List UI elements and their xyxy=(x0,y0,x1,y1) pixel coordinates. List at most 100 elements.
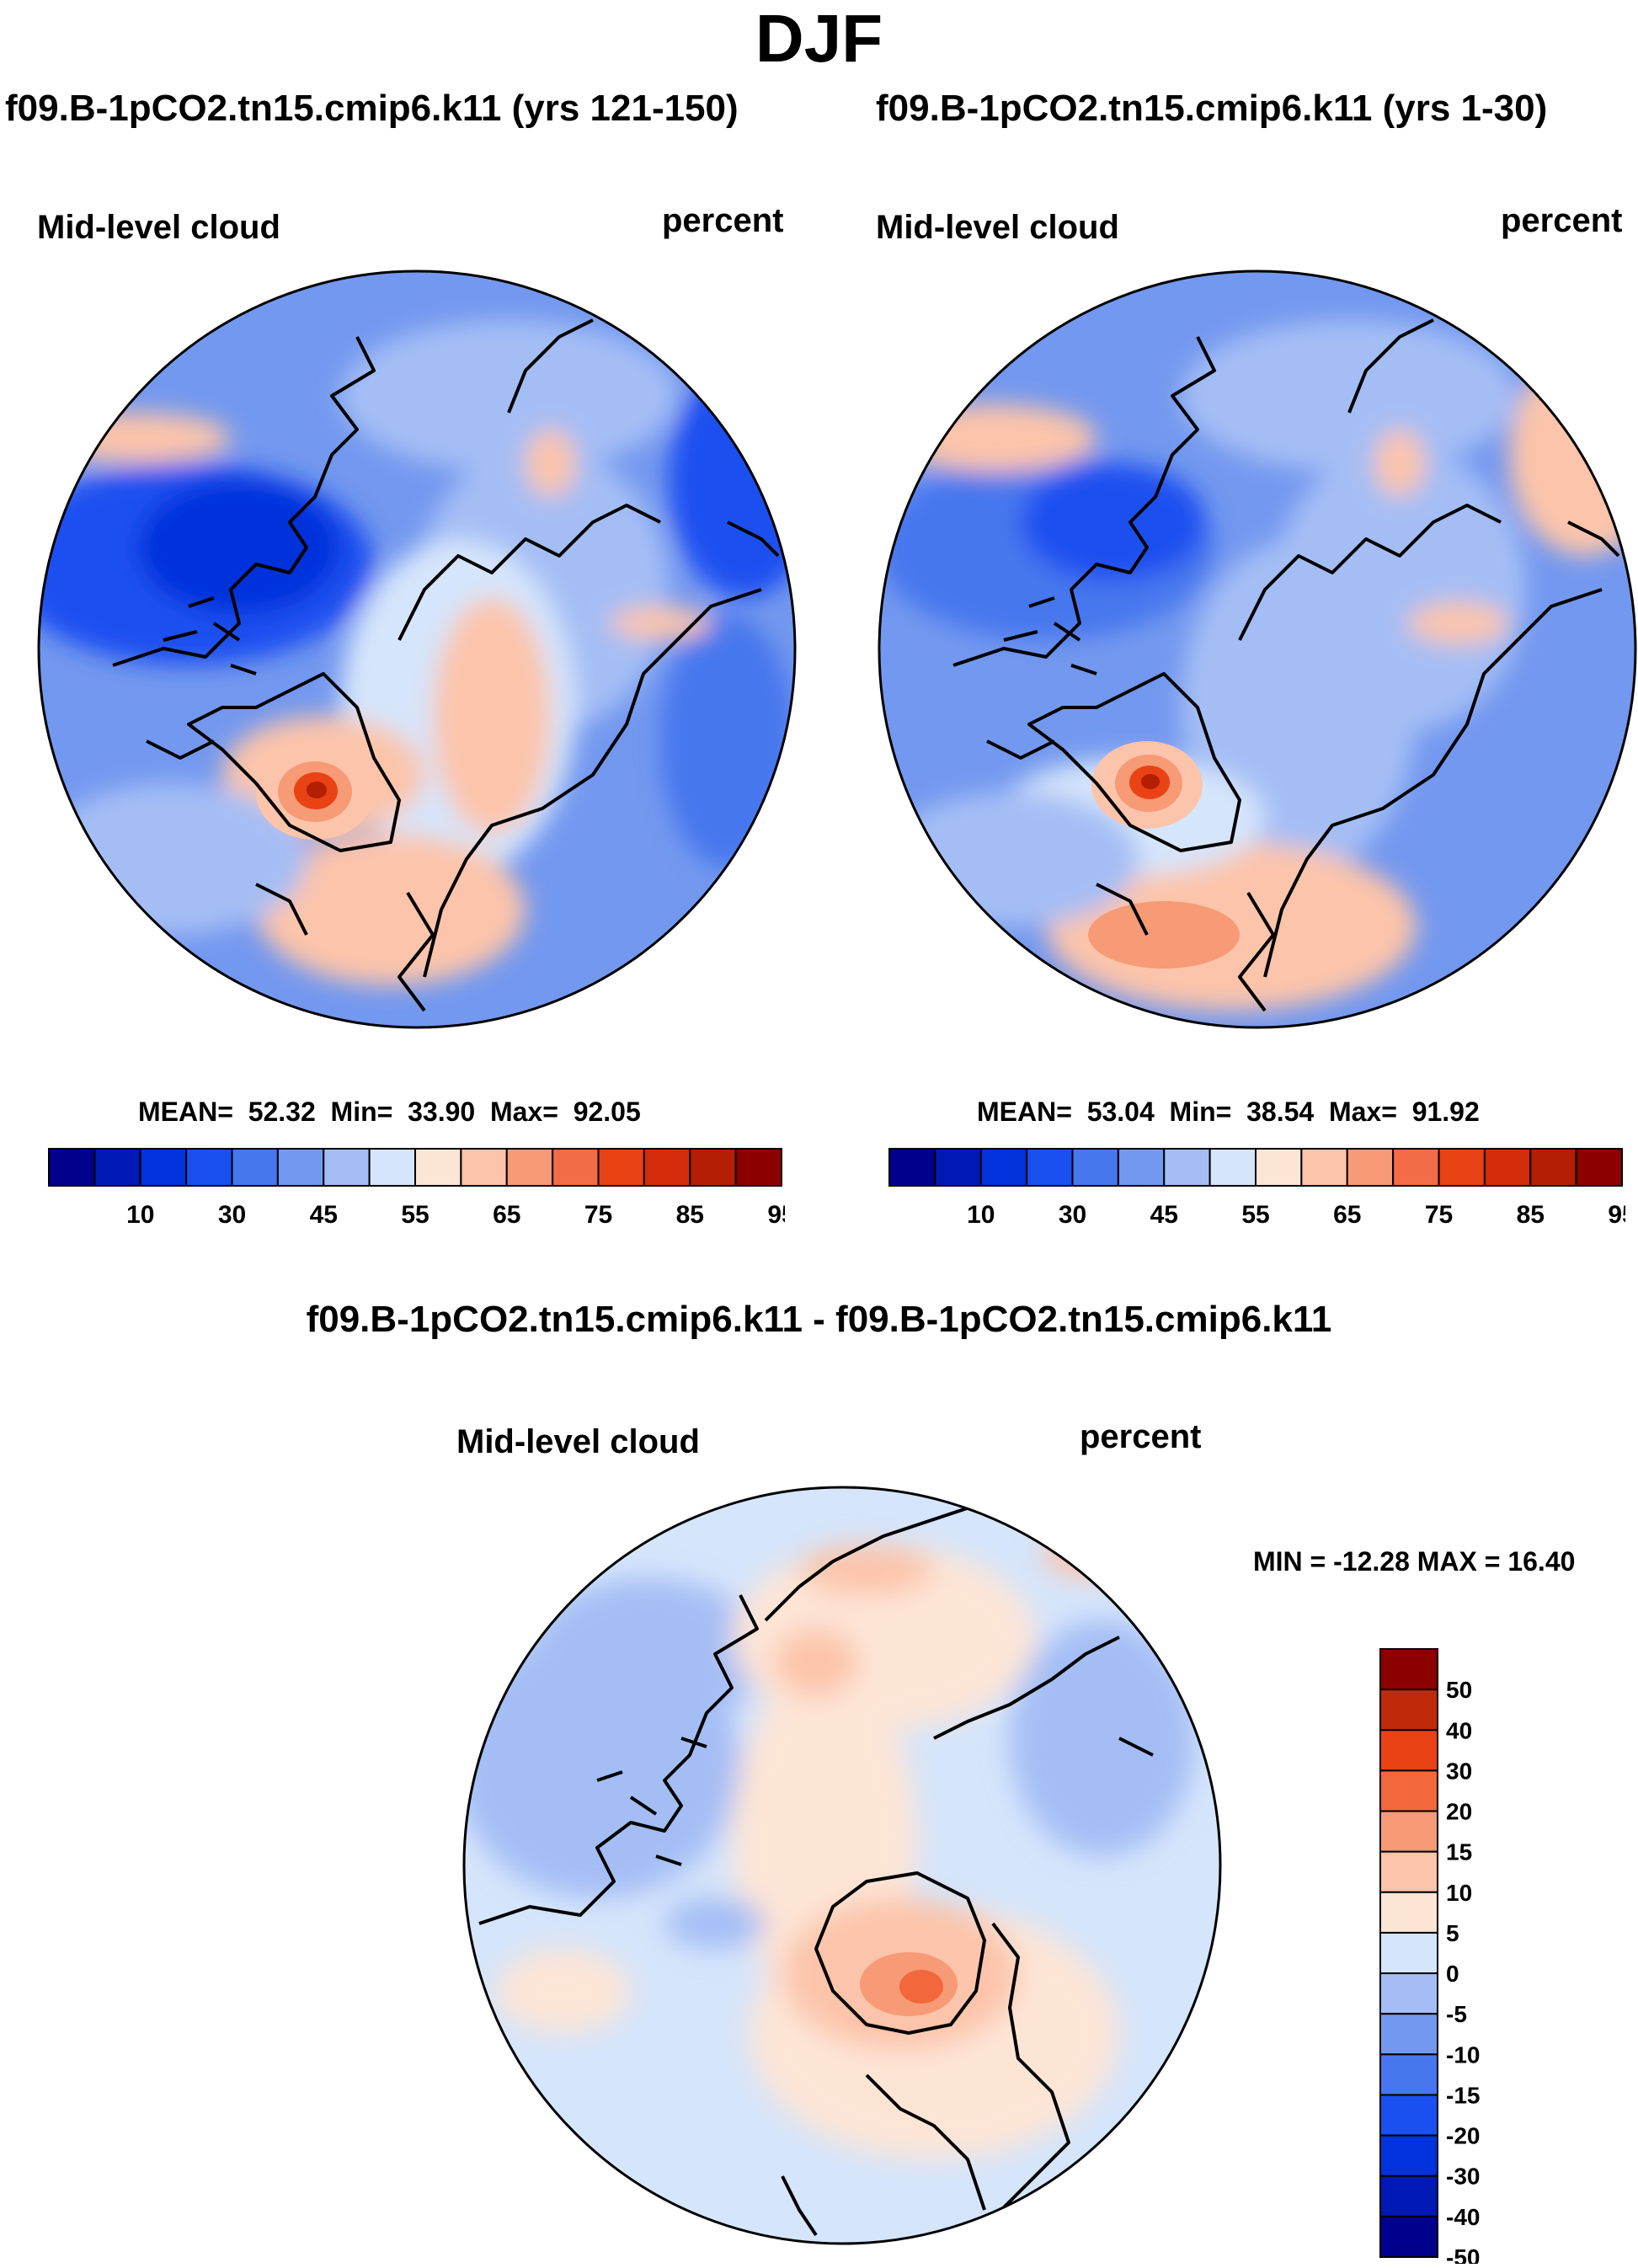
panel2-colorbar-swatch xyxy=(979,1148,1028,1187)
panel1-max-value: 92.05 xyxy=(573,1097,641,1127)
panel1-colorbar-tick-label: 85 xyxy=(676,1201,704,1229)
difference-colorbar-tick-label: 30 xyxy=(1446,1758,1472,1784)
difference-colorbar-tick-label: -50 xyxy=(1446,2244,1480,2264)
panel1-colorbar-tick-label: 75 xyxy=(584,1201,612,1229)
panel2-colorbar-swatch xyxy=(1208,1148,1257,1187)
panel1-colorbar-swatch xyxy=(414,1148,462,1187)
difference-colorbar-tick-label: 20 xyxy=(1446,1799,1472,1825)
panel1-colorbar-swatch xyxy=(48,1148,96,1187)
difference-title: f09.B-1pCO2.tn15.cmip6.k11 - f09.B-1pCO2… xyxy=(306,1299,1332,1340)
panel1-colorbar: 10 30 45 55 65 75 85 95 xyxy=(48,1148,785,1229)
panel1-colorbar-swatch xyxy=(460,1148,508,1187)
panel2-colorbar-swatch xyxy=(934,1148,982,1187)
panel1-colorbar-swatch xyxy=(597,1148,645,1187)
difference-colorbar-swatch xyxy=(1379,1850,1438,1893)
panel2-min-value: 38.54 xyxy=(1246,1097,1315,1127)
panel1-colorbar-tick-label: 30 xyxy=(218,1201,246,1229)
panel1-colorbar-swatch xyxy=(689,1148,737,1187)
panel2-atlantic-anomaly xyxy=(1088,901,1240,969)
panel1-min-value: 33.90 xyxy=(408,1097,476,1127)
panel2-colorbar-swatch xyxy=(1117,1148,1166,1187)
difference-colorbar-swatch xyxy=(1379,2053,1438,2096)
panel2-max-value: 91.92 xyxy=(1411,1097,1480,1127)
difference-minmax: MIN = -12.28 MAX = 16.40 xyxy=(1253,1546,1576,1577)
difference-colorbar-tick-label: 10 xyxy=(1446,1880,1472,1906)
panel1-colorbar-swatch xyxy=(368,1148,416,1187)
panel2-colorbar-swatch xyxy=(1026,1148,1074,1187)
panel1-min-label: Min= xyxy=(330,1097,393,1127)
panel2-colorbar-tick-label: 55 xyxy=(1241,1201,1269,1229)
difference-colorbar-tick-label: 0 xyxy=(1446,1961,1459,1987)
panel1-colorbar-swatch xyxy=(139,1148,188,1187)
panel2-case-title: f09.B-1pCO2.tn15.cmip6.k11 (yrs 1-30) xyxy=(876,88,1548,129)
panel2-max-label: Max= xyxy=(1328,1097,1397,1127)
difference-colorbar-tick-label: -15 xyxy=(1446,2082,1480,2108)
panel1-units-label: percent xyxy=(662,202,784,239)
difference-colorbar-swatch xyxy=(1379,1931,1438,1975)
panel2-colorbar-tick-label: 65 xyxy=(1333,1201,1361,1229)
panel2-colorbar-swatch xyxy=(1438,1148,1486,1187)
difference-colorbar-swatch xyxy=(1379,1769,1438,1812)
panel1-colorbar-swatch xyxy=(552,1148,600,1187)
panel1-case-title: f09.B-1pCO2.tn15.cmip6.k11 (yrs 121-150) xyxy=(5,88,739,129)
panel2-colorbar-tick-label: 30 xyxy=(1059,1201,1086,1229)
difference-colorbar-tick-label: 15 xyxy=(1446,1839,1472,1865)
difference-colorbar-tick-label: 40 xyxy=(1446,1717,1472,1743)
panel2-stats: MEAN= 53.04 Min= 38.54 Max= 91.92 xyxy=(977,1097,1480,1128)
difference-coastlines xyxy=(478,1501,1154,2237)
panel1-colorbar-tick-label: 95 xyxy=(767,1201,785,1229)
difference-colorbar-tick-label: -5 xyxy=(1446,2001,1467,2027)
difference-colorbar-swatch xyxy=(1379,2094,1438,2137)
panel1-colorbar-swatch xyxy=(323,1148,371,1187)
difference-colorbar-tick-label: -30 xyxy=(1446,2164,1480,2190)
panel2-mean-value: 53.04 xyxy=(1086,1097,1155,1127)
panel1-map-border xyxy=(37,269,797,1029)
difference-colorbar-swatch xyxy=(1379,2134,1438,2177)
panel1-colorbar-swatch xyxy=(93,1148,141,1187)
figure-title: DJF xyxy=(755,1,883,76)
panel2-mean-label: MEAN= xyxy=(977,1097,1072,1127)
panel2-colorbar-tick-label: 85 xyxy=(1517,1201,1545,1229)
panel2-colorbar-swatch xyxy=(1071,1148,1119,1187)
panel2-colorbar-swatch xyxy=(1529,1148,1577,1187)
panel1-colorbar-tick-label: 45 xyxy=(310,1201,338,1229)
panel2-units-label: percent xyxy=(1501,202,1623,239)
difference-colorbar-tick-label: -10 xyxy=(1446,2041,1480,2068)
difference-colorbar-tick-label: -20 xyxy=(1446,2123,1480,2149)
difference-colorbar-swatch xyxy=(1379,1891,1438,1934)
panel1-colorbar-swatch xyxy=(185,1148,233,1187)
difference-units-label: percent xyxy=(1080,1418,1202,1455)
difference-map-border xyxy=(462,1486,1222,2245)
panel1-max-label: Max= xyxy=(489,1097,558,1127)
difference-colorbar-swatch xyxy=(1379,2013,1438,2056)
panel1-stats: MEAN= 52.32 Min= 33.90 Max= 92.05 xyxy=(138,1097,641,1128)
difference-colorbar-swatch xyxy=(1379,1729,1438,1772)
panel2-colorbar-tick-label: 75 xyxy=(1425,1201,1453,1229)
difference-colorbar-swatch xyxy=(1379,1689,1438,1732)
difference-variable-label: Mid-level cloud xyxy=(456,1423,700,1460)
panel1-colorbar-swatch xyxy=(231,1148,279,1187)
difference-polar-map xyxy=(462,1486,1222,2245)
panel2-min-label: Min= xyxy=(1169,1097,1232,1127)
panel1-mean-value: 52.32 xyxy=(248,1097,316,1127)
panel2-colorbar-swatch xyxy=(1575,1148,1623,1187)
panel1-colorbar-tick-label: 55 xyxy=(401,1201,429,1229)
panel2-variable-label: Mid-level cloud xyxy=(876,209,1119,246)
panel2-coastlines xyxy=(952,318,1620,1012)
difference-colorbar-tick-label: 5 xyxy=(1446,1920,1459,1946)
panel1-colorbar-swatch xyxy=(505,1148,554,1187)
difference-colorbar-swatch xyxy=(1379,2215,1438,2258)
panel2-colorbar-swatch xyxy=(888,1148,936,1187)
panel2-colorbar-tick-label: 10 xyxy=(967,1201,995,1229)
difference-colorbar-swatch xyxy=(1379,1810,1438,1853)
panel2-colorbar-tick-label: 45 xyxy=(1150,1201,1178,1229)
panel1-mean-label: MEAN= xyxy=(138,1097,233,1127)
panel1-variable-label: Mid-level cloud xyxy=(37,209,280,246)
panel2-colorbar-tick-label: 95 xyxy=(1608,1201,1625,1229)
panel1-colorbar-tick-label: 65 xyxy=(493,1201,520,1229)
panel2-colorbar: 10 30 45 55 65 75 85 95 xyxy=(888,1148,1625,1229)
difference-colorbar-tick-label: -40 xyxy=(1446,2204,1480,2230)
panel2-polar-map xyxy=(878,269,1637,1029)
panel2-colorbar-swatch xyxy=(1483,1148,1532,1187)
